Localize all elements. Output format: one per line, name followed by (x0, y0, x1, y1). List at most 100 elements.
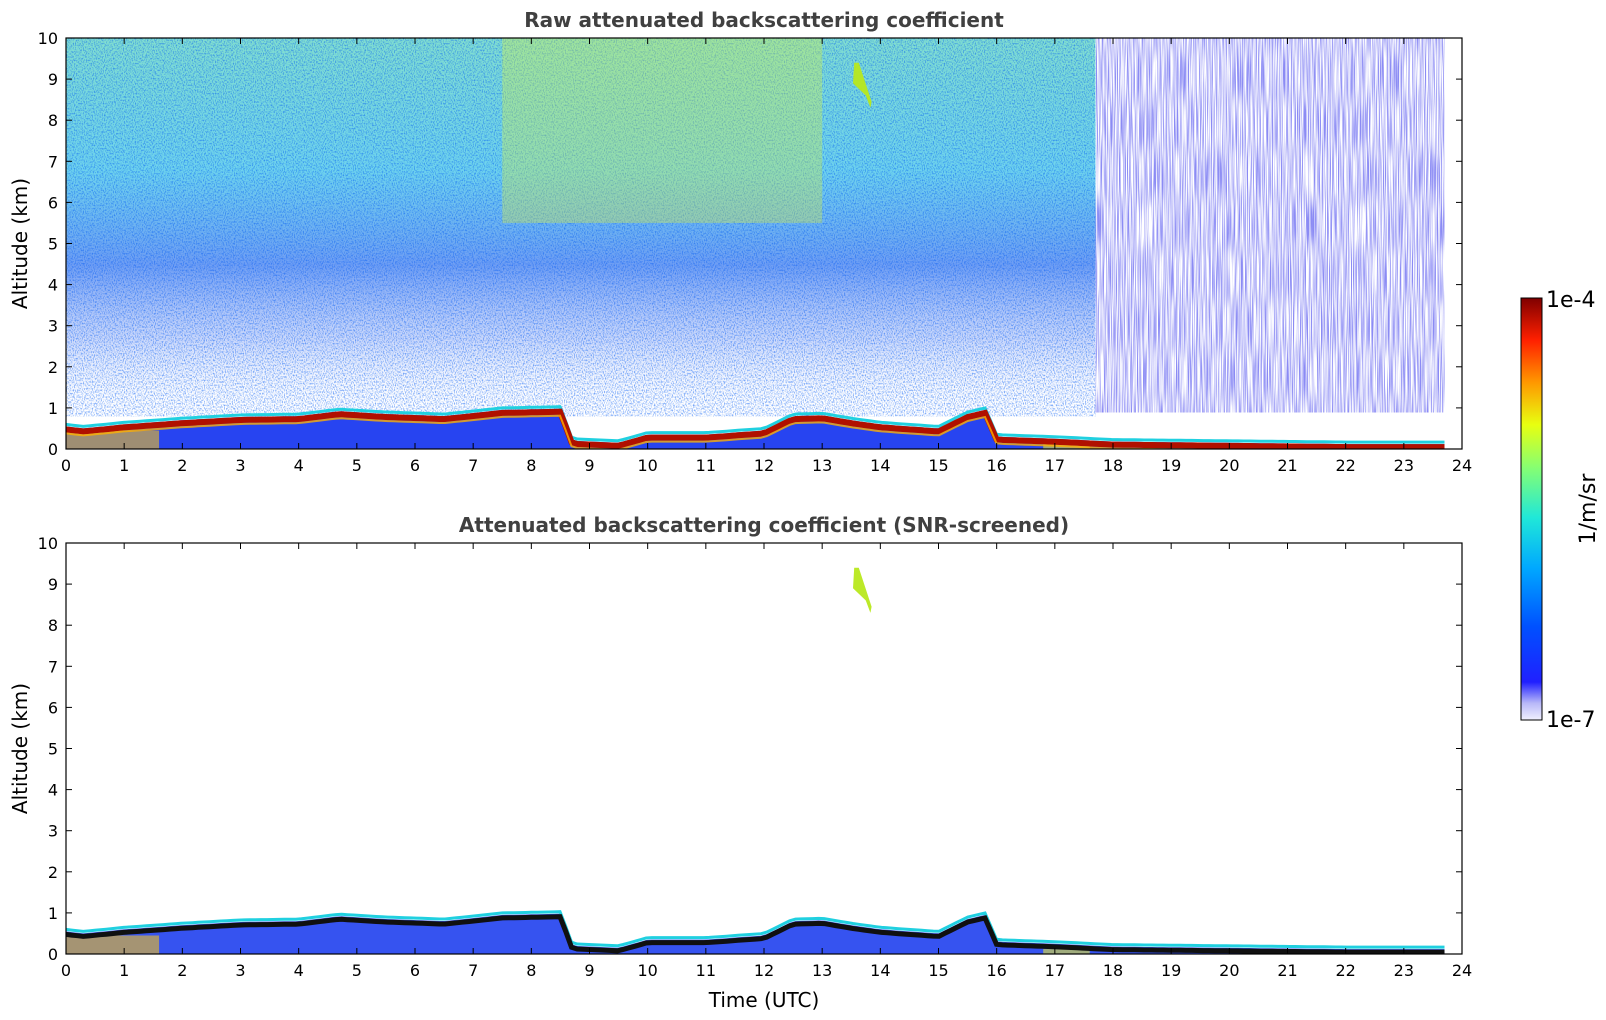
x-tick-label: 11 (696, 456, 716, 475)
top-panel-heatmap (66, 38, 1462, 449)
x-tick-label: 12 (754, 456, 774, 475)
y-tick-label: 8 (48, 616, 58, 635)
boundary-layer-edge (66, 910, 1445, 949)
y-tick-label: 7 (48, 657, 58, 676)
bottom-x-axis-label: Time (UTC) (708, 988, 820, 1012)
y-tick-label: 7 (48, 152, 58, 171)
x-tick-label: 12 (754, 961, 774, 980)
cirrus-cloud-shape (853, 62, 872, 108)
x-tick-label: 18 (1103, 961, 1123, 980)
x-tick-label: 16 (986, 456, 1006, 475)
y-tick-label: 1 (48, 399, 58, 418)
top-boundary-layer (66, 405, 1445, 449)
boundary-layer-top-line (66, 408, 1445, 449)
bottom-boundary-layer (66, 910, 1445, 954)
x-tick-label: 11 (696, 961, 716, 980)
x-tick-label: 19 (1161, 961, 1181, 980)
no-data-region (1444, 38, 1462, 449)
y-tick-label: 4 (48, 276, 58, 295)
colorbar: 1e-4 1e-7 1/m/sr (1520, 288, 1601, 733)
bottom-panel-title: Attenuated backscattering coefficient (S… (459, 513, 1069, 537)
bottom-panel-heatmap (66, 567, 1445, 954)
x-tick-label: 7 (468, 961, 478, 980)
y-tick-label: 6 (48, 193, 58, 212)
y-tick-label: 8 (48, 111, 58, 130)
x-tick-label: 3 (235, 961, 245, 980)
x-tick-label: 2 (177, 456, 187, 475)
x-tick-label: 22 (1335, 961, 1355, 980)
x-tick-label: 9 (584, 961, 594, 980)
raw-noise-texture (66, 38, 1096, 417)
y-tick-label: 0 (48, 945, 58, 964)
x-tick-label: 6 (410, 456, 420, 475)
y-tick-label: 6 (48, 698, 58, 717)
x-tick-label: 13 (812, 961, 832, 980)
x-tick-label: 4 (294, 961, 304, 980)
raw-high-signal-patch (502, 38, 823, 223)
x-tick-label: 2 (177, 961, 187, 980)
boundary-layer-top-line (66, 414, 1250, 449)
y-tick-label: 3 (48, 317, 58, 336)
x-tick-label: 10 (637, 961, 657, 980)
boundary-layer-top-line (66, 914, 1445, 954)
y-tick-label: 0 (48, 440, 58, 459)
colorbar-gradient (1520, 297, 1543, 721)
x-tick-label: 3 (235, 456, 245, 475)
top-y-axis-label: Altitude (km) (8, 178, 32, 309)
x-tick-label: 20 (1219, 961, 1239, 980)
y-tick-label: 10 (38, 534, 58, 553)
raw-noise-streaks (1095, 38, 1445, 413)
x-tick-label: 24 (1452, 961, 1472, 980)
x-tick-label: 20 (1219, 456, 1239, 475)
x-tick-label: 19 (1161, 456, 1181, 475)
y-tick-label: 5 (48, 235, 58, 254)
x-tick-label: 21 (1277, 456, 1297, 475)
x-tick-label: 17 (1045, 961, 1065, 980)
x-tick-label: 16 (986, 961, 1006, 980)
x-tick-label: 18 (1103, 456, 1123, 475)
x-tick-label: 23 (1394, 961, 1414, 980)
y-tick-label: 4 (48, 781, 58, 800)
y-tick-label: 1 (48, 904, 58, 923)
y-tick-label: 9 (48, 575, 58, 594)
x-tick-label: 10 (637, 456, 657, 475)
x-tick-label: 7 (468, 456, 478, 475)
y-tick-label: 5 (48, 740, 58, 759)
x-tick-label: 17 (1045, 456, 1065, 475)
x-tick-label: 9 (584, 456, 594, 475)
x-tick-label: 0 (61, 456, 71, 475)
x-tick-label: 15 (928, 456, 948, 475)
surface-aerosol-patch (1043, 949, 1090, 954)
x-tick-label: 14 (870, 456, 890, 475)
top-cirrus-cloud (853, 38, 1462, 449)
y-tick-label: 3 (48, 822, 58, 841)
x-tick-label: 8 (526, 456, 536, 475)
x-tick-label: 13 (812, 456, 832, 475)
colorbar-unit-label: 1/m/sr (1576, 473, 1601, 545)
y-tick-label: 10 (38, 29, 58, 48)
x-tick-label: 22 (1335, 456, 1355, 475)
x-tick-label: 14 (870, 961, 890, 980)
colorbar-min-label: 1e-7 (1546, 708, 1595, 733)
top-panel-title: Raw attenuated backscattering coefficien… (524, 8, 1004, 32)
bottom-y-axis-label: Altitude (km) (8, 683, 32, 814)
y-tick-label: 2 (48, 358, 58, 377)
x-tick-label: 8 (526, 961, 536, 980)
top-panel: Raw attenuated backscattering coefficien… (8, 8, 1472, 475)
top-x-axis: 0 1 2 3 4 5 6 7 8 9 10 11 12 13 14 15 16 17 18 19 20 21 22 23 24 (61, 38, 1472, 475)
x-tick-label: 24 (1452, 456, 1472, 475)
x-tick-label: 6 (410, 961, 420, 980)
surface-aerosol-patch (66, 935, 160, 954)
colorbar-max-label: 1e-4 (1546, 288, 1595, 313)
y-tick-label: 9 (48, 70, 58, 89)
x-tick-label: 21 (1277, 961, 1297, 980)
x-tick-label: 23 (1394, 456, 1414, 475)
x-tick-label: 15 (928, 961, 948, 980)
x-tick-label: 1 (119, 456, 129, 475)
boundary-layer-edge (66, 405, 1445, 444)
bottom-panel: Attenuated backscattering coefficient (S… (8, 513, 1472, 1012)
bottom-y-axis: 0 1 2 3 4 5 6 7 8 9 10 (38, 534, 1462, 964)
bottom-cirrus-cloud (853, 567, 872, 613)
x-tick-label: 1 (119, 961, 129, 980)
